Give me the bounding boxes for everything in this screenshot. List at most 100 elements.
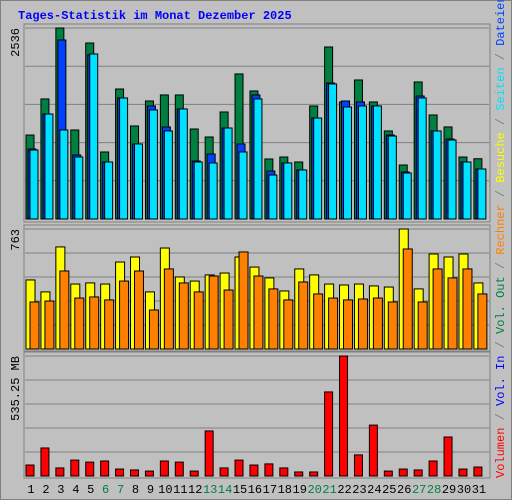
bar: [473, 466, 483, 477]
x-tick-label: 13: [203, 483, 217, 497]
bar: [130, 469, 140, 477]
bar: [234, 459, 244, 477]
y-tick-label: 535.25 MB: [9, 356, 23, 421]
legend-entry: Rechner: [494, 204, 508, 254]
bar: [343, 106, 353, 220]
bar: [148, 109, 158, 220]
bar: [432, 130, 442, 220]
bar: [44, 113, 54, 220]
bar: [193, 291, 204, 350]
bar: [223, 289, 234, 350]
bar: [238, 151, 248, 220]
bar: [59, 270, 70, 350]
legend-entry: Besuche: [494, 132, 508, 182]
bar: [413, 469, 423, 477]
bar: [432, 268, 443, 350]
bar: [383, 470, 393, 477]
bar: [264, 463, 274, 477]
bar: [253, 275, 264, 350]
bar: [372, 105, 382, 220]
bar: [458, 468, 468, 477]
x-tick-label: 1: [27, 483, 34, 497]
bar: [223, 127, 233, 220]
x-tick-label: 17: [263, 483, 277, 497]
x-tick-label: 24: [367, 483, 381, 497]
bar: [398, 468, 408, 477]
bar: [477, 293, 488, 350]
bar: [119, 97, 129, 220]
x-tick-label: 29: [442, 483, 456, 497]
x-tick-label: 16: [248, 483, 262, 497]
bar: [313, 293, 324, 350]
bar: [428, 460, 438, 477]
x-tick-label: 23: [352, 483, 366, 497]
bar: [238, 251, 249, 350]
x-tick-label: 2: [42, 483, 49, 497]
bar: [119, 280, 130, 350]
y-tick-label: 763: [9, 229, 23, 251]
legend-text: Volumen / Vol. In / Vol. Out / Rechner /…: [494, 0, 508, 478]
bar: [417, 301, 428, 350]
bar: [298, 169, 308, 220]
bar: [253, 98, 263, 220]
bar: [447, 139, 457, 220]
bar: [44, 300, 55, 350]
x-tick-label: 20: [307, 483, 321, 497]
bar: [29, 301, 40, 350]
bar: [357, 105, 367, 220]
x-tick-label: 30: [457, 483, 471, 497]
legend-entry: Volumen: [494, 428, 508, 478]
legend-entry: Seiten: [494, 67, 508, 110]
bar: [268, 174, 278, 220]
bar: [89, 53, 99, 220]
bar: [193, 161, 203, 220]
x-tick-label: 3: [57, 483, 64, 497]
bar: [208, 162, 218, 220]
bar: [208, 275, 219, 350]
bar: [313, 117, 323, 220]
bar: [387, 135, 397, 220]
x-tick-label: 31: [472, 483, 486, 497]
x-tick-label: 6: [102, 483, 109, 497]
bar: [204, 430, 214, 477]
bar: [174, 461, 184, 477]
bar: [25, 464, 35, 477]
bar: [309, 471, 319, 477]
bar: [40, 447, 50, 477]
bar: [279, 467, 289, 477]
x-tick-label: 4: [72, 483, 79, 497]
bar: [294, 471, 304, 477]
x-tick-label: 26: [397, 483, 411, 497]
bar: [219, 467, 229, 477]
bar: [387, 301, 398, 350]
bar: [298, 281, 309, 350]
bar: [134, 270, 145, 350]
bar: [29, 149, 39, 220]
x-tick-label: 5: [87, 483, 94, 497]
bar: [189, 470, 199, 477]
bar: [357, 298, 368, 350]
x-tick-label: 22: [337, 483, 351, 497]
bar: [417, 97, 427, 220]
bar: [343, 299, 354, 350]
legend-separator: /: [494, 334, 508, 356]
bar: [159, 460, 169, 477]
bar: [402, 248, 413, 350]
bar: [70, 459, 80, 477]
bar: [462, 161, 472, 220]
bar: [368, 424, 378, 477]
bar: [115, 468, 125, 477]
chart-title: Tages-Statistik im Monat Dezember 2025: [18, 9, 292, 23]
bar: [104, 299, 115, 350]
legend-separator: /: [494, 406, 508, 428]
bar: [328, 297, 339, 350]
y-tick-label: 2536: [9, 28, 23, 57]
x-tick-label: 25: [382, 483, 396, 497]
bar: [74, 156, 84, 220]
bar: [447, 277, 458, 350]
bar: [462, 268, 473, 350]
x-tick-label: 7: [117, 483, 124, 497]
x-tick-label: 27: [412, 483, 426, 497]
x-tick-label: 21: [322, 483, 336, 497]
